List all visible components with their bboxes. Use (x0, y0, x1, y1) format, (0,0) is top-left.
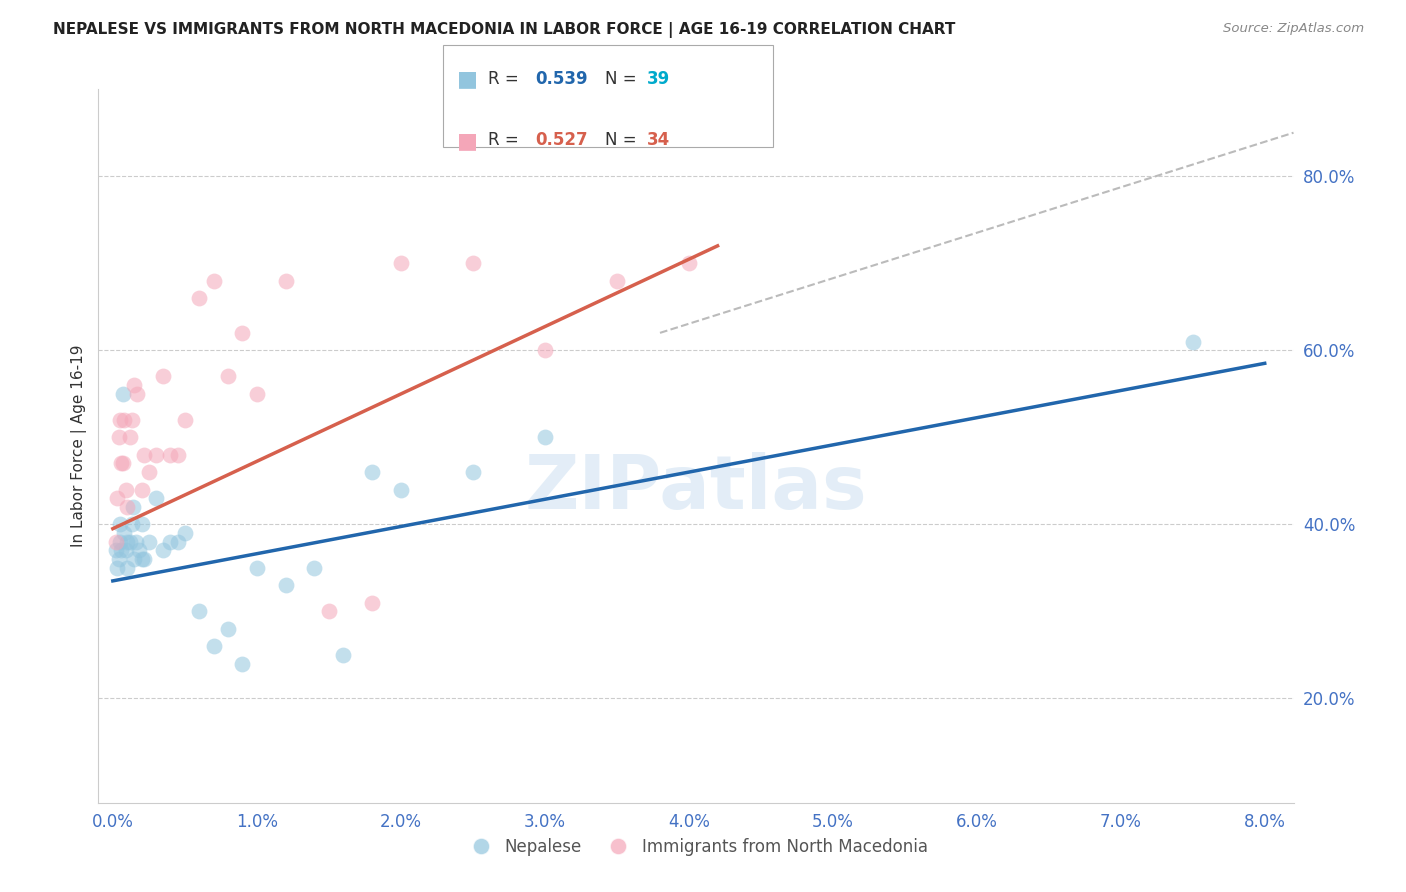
Y-axis label: In Labor Force | Age 16-19: In Labor Force | Age 16-19 (72, 344, 87, 548)
Point (105, 561, 128, 575)
Point (114, 483, 136, 497)
Text: NEPALESE VS IMMIGRANTS FROM NORTH MACEDONIA IN LABOR FORCE | AGE 16-19 CORRELATI: NEPALESE VS IMMIGRANTS FROM NORTH MACEDO… (53, 22, 956, 38)
Point (131, 517, 153, 532)
Text: ■: ■ (457, 70, 478, 89)
Point (461, 465, 484, 479)
Point (105, 491, 128, 506)
Point (112, 526, 135, 541)
Point (533, 430, 555, 444)
Point (134, 448, 156, 462)
Point (389, 483, 412, 497)
Point (145, 491, 167, 506)
Point (304, 561, 326, 575)
Point (202, 274, 225, 288)
Point (121, 517, 143, 532)
Text: 34: 34 (647, 131, 671, 149)
Point (104, 543, 127, 558)
Point (217, 369, 239, 384)
Point (120, 534, 142, 549)
Point (107, 430, 129, 444)
Text: ■: ■ (457, 131, 478, 151)
Point (138, 465, 160, 479)
Point (361, 465, 384, 479)
Point (110, 543, 132, 558)
Point (125, 534, 148, 549)
Point (108, 413, 131, 427)
Text: N =: N = (605, 70, 641, 87)
Point (108, 534, 131, 549)
Point (159, 448, 181, 462)
Point (246, 561, 269, 575)
Text: 39: 39 (647, 70, 671, 87)
Point (138, 534, 160, 549)
Point (152, 369, 174, 384)
Point (114, 543, 136, 558)
Point (159, 534, 181, 549)
Point (217, 622, 239, 636)
Point (128, 543, 150, 558)
Point (274, 578, 297, 592)
Text: Source: ZipAtlas.com: Source: ZipAtlas.com (1223, 22, 1364, 36)
Point (188, 604, 211, 618)
Point (678, 256, 700, 270)
Point (533, 343, 555, 358)
Point (111, 457, 134, 471)
Point (166, 534, 188, 549)
Point (108, 517, 131, 532)
Point (361, 596, 384, 610)
Point (131, 552, 153, 566)
Point (124, 378, 146, 392)
Point (134, 552, 156, 566)
Text: ZIPatlas: ZIPatlas (524, 452, 868, 525)
Text: 0.539: 0.539 (536, 70, 588, 87)
Point (107, 552, 129, 566)
Point (111, 386, 134, 401)
Point (110, 457, 132, 471)
Point (122, 500, 145, 514)
Point (145, 448, 167, 462)
Point (115, 561, 138, 575)
Point (173, 526, 195, 541)
Point (124, 552, 146, 566)
Point (274, 274, 297, 288)
Text: N =: N = (605, 131, 641, 149)
Text: R =: R = (488, 131, 524, 149)
Point (115, 534, 138, 549)
Point (121, 413, 143, 427)
Text: R =: R = (488, 70, 524, 87)
Point (231, 326, 253, 340)
Point (389, 256, 412, 270)
Point (166, 448, 188, 462)
Point (152, 543, 174, 558)
Point (202, 639, 225, 653)
Point (318, 604, 340, 618)
Point (112, 413, 135, 427)
Point (131, 483, 153, 497)
Point (115, 500, 138, 514)
Point (231, 657, 253, 671)
Point (606, 274, 628, 288)
Point (120, 430, 142, 444)
Point (173, 413, 195, 427)
Point (188, 291, 211, 305)
Legend: Nepalese, Immigrants from North Macedonia: Nepalese, Immigrants from North Macedoni… (458, 831, 934, 863)
Point (104, 534, 127, 549)
Point (1181, 334, 1204, 349)
Point (246, 386, 269, 401)
Point (461, 256, 484, 270)
Point (127, 386, 149, 401)
Point (332, 648, 354, 662)
Text: 0.527: 0.527 (536, 131, 588, 149)
